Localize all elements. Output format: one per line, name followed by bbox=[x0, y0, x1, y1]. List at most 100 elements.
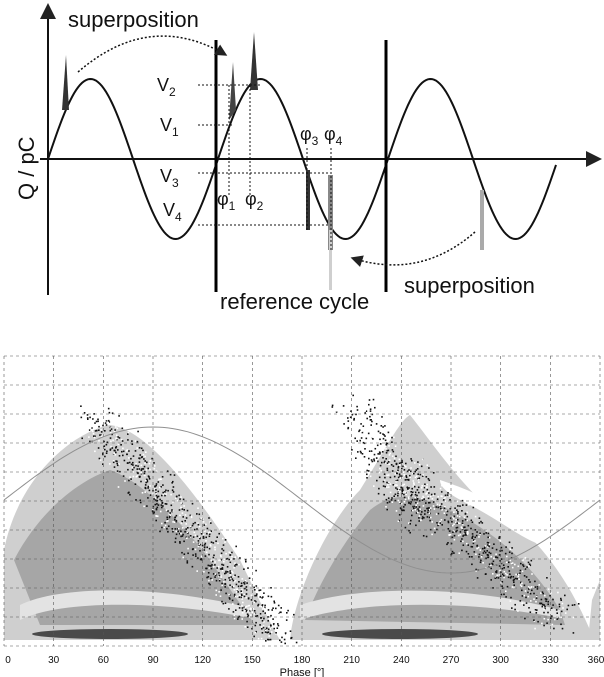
speckle-point bbox=[543, 624, 545, 627]
speckle-point bbox=[80, 405, 82, 407]
speckle-point bbox=[375, 423, 378, 425]
speckle-point bbox=[149, 468, 151, 471]
speckle-point bbox=[197, 523, 200, 526]
speckle-point bbox=[386, 508, 388, 511]
speckle-point bbox=[125, 450, 128, 452]
speckle-point bbox=[271, 609, 273, 611]
speckle-point bbox=[233, 617, 236, 620]
speckle-point bbox=[136, 440, 139, 443]
speckle-point bbox=[384, 435, 386, 437]
speckle-point bbox=[459, 533, 462, 536]
speckle-point bbox=[385, 452, 388, 454]
speckle-point bbox=[517, 575, 520, 578]
speckle-point bbox=[466, 511, 468, 514]
speckle-point bbox=[130, 457, 132, 460]
speckle-point bbox=[551, 615, 553, 617]
speckle-point bbox=[267, 620, 269, 622]
speckle-point bbox=[447, 520, 450, 523]
speckle-point bbox=[391, 455, 394, 457]
speckle-point bbox=[499, 550, 501, 552]
speckle-point bbox=[409, 474, 411, 477]
speckle-point bbox=[404, 479, 407, 481]
speckle-point bbox=[416, 489, 419, 491]
speckle-point bbox=[490, 567, 492, 570]
speckle-point bbox=[138, 475, 141, 478]
speckle-point bbox=[487, 542, 490, 544]
speckle-point bbox=[235, 588, 238, 591]
speckle-point bbox=[450, 491, 453, 493]
speckle-point bbox=[192, 548, 194, 550]
speckle-point bbox=[172, 491, 175, 493]
speckle-point bbox=[420, 465, 423, 468]
speckle-point bbox=[414, 476, 417, 479]
speckle-point bbox=[386, 502, 389, 504]
speckle-point bbox=[164, 494, 166, 497]
speckle-point bbox=[172, 521, 174, 523]
speckle-point bbox=[537, 620, 539, 623]
speckle-point bbox=[200, 533, 203, 535]
prpd-chart: 0 30 60 90 120 150 180 210 240 270 300 330 360 Phase… bbox=[3, 355, 604, 677]
speckle-point bbox=[235, 591, 238, 593]
speckle-point bbox=[511, 607, 513, 609]
speckle-point bbox=[154, 485, 156, 488]
speckle-point bbox=[186, 560, 189, 562]
speckle-point bbox=[440, 495, 442, 497]
speckle-point bbox=[238, 596, 241, 598]
speckle-point bbox=[544, 598, 547, 600]
speckle-point bbox=[207, 572, 210, 574]
speckle-point bbox=[95, 420, 98, 423]
speckle-point bbox=[153, 488, 156, 490]
speckle-point bbox=[380, 425, 383, 427]
speckle-point bbox=[542, 592, 544, 595]
speckle-point bbox=[370, 424, 372, 426]
speckle-point bbox=[431, 498, 434, 500]
speckle-point bbox=[427, 490, 429, 493]
speckle-point bbox=[165, 503, 168, 505]
speckle-point bbox=[255, 621, 257, 624]
speckle-point bbox=[153, 462, 155, 464]
speckle-point bbox=[235, 583, 238, 586]
speckle-point bbox=[194, 534, 197, 537]
speckle-point bbox=[500, 593, 503, 596]
speckle-point bbox=[218, 575, 220, 578]
speckle-point bbox=[154, 499, 157, 501]
speckle-point bbox=[511, 566, 514, 569]
speckle-point bbox=[218, 591, 220, 593]
speckle-point bbox=[379, 464, 382, 467]
speckle-point bbox=[501, 567, 504, 570]
speckle-point bbox=[453, 511, 455, 514]
speckle-point bbox=[527, 591, 529, 594]
speckle-point bbox=[197, 522, 199, 525]
speckle-point bbox=[435, 513, 438, 515]
speckle-point bbox=[202, 533, 205, 536]
speckle-point bbox=[118, 415, 120, 417]
speckle-point bbox=[560, 599, 562, 601]
speckle-point bbox=[175, 530, 178, 533]
speckle-point bbox=[410, 519, 412, 522]
speckle-point bbox=[206, 546, 208, 549]
speckle-point bbox=[79, 429, 81, 431]
speckle-point bbox=[572, 616, 575, 619]
speckle-point bbox=[94, 425, 96, 428]
speckle-point bbox=[223, 560, 225, 563]
speckle-point bbox=[389, 452, 391, 455]
speckle-point bbox=[155, 515, 157, 517]
speckle-point bbox=[247, 614, 250, 617]
speckle-point bbox=[514, 608, 516, 611]
speckle-point bbox=[157, 495, 160, 498]
speckle-point bbox=[377, 430, 380, 433]
speckle-point bbox=[490, 555, 492, 558]
speckle-point bbox=[97, 420, 99, 423]
speckle-point bbox=[399, 507, 402, 509]
speckle-point bbox=[189, 536, 192, 538]
speckle-point bbox=[221, 569, 224, 572]
speckle-point bbox=[116, 470, 119, 472]
level-label-v3: V3 bbox=[160, 166, 179, 190]
speckle-point bbox=[541, 591, 544, 593]
speckle-point bbox=[231, 572, 234, 574]
speckle-point bbox=[213, 554, 215, 557]
speckle-point bbox=[151, 493, 154, 496]
speckle-point bbox=[411, 459, 413, 462]
speckle-point bbox=[117, 486, 120, 488]
